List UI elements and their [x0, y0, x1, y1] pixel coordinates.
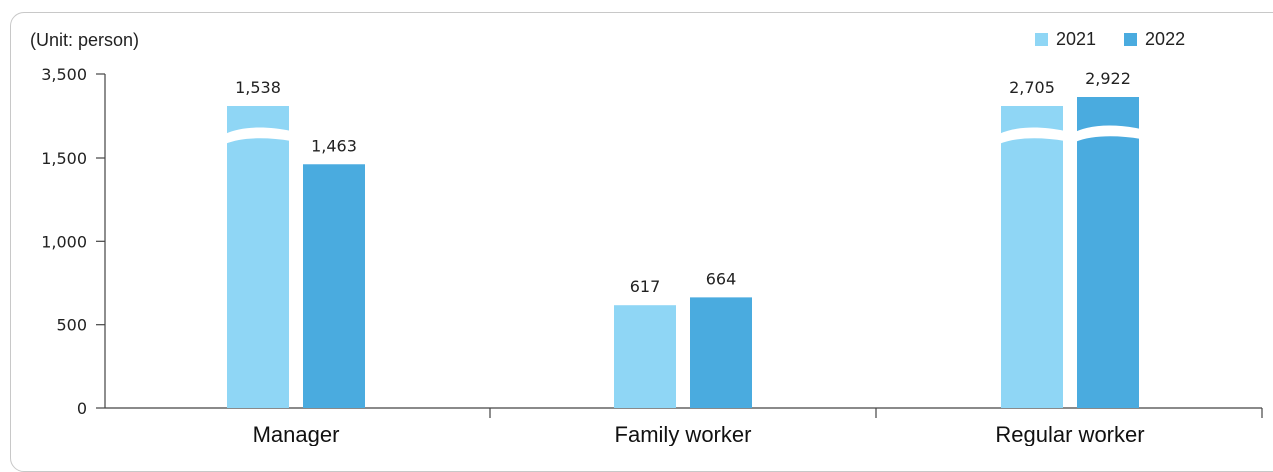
x-category-label: Regular worker — [995, 422, 1144, 446]
bar-manager-2022 — [303, 164, 365, 408]
legend: 2021 2022 — [1035, 29, 1213, 50]
data-label: 664 — [706, 269, 737, 288]
y-tick-label: 1,500 — [41, 149, 87, 168]
x-category-label: Family worker — [615, 422, 752, 446]
unit-label: (Unit: person) — [30, 30, 140, 50]
y-tick-label: 500 — [56, 316, 87, 335]
y-tick-label: 0 — [77, 399, 87, 418]
data-label: 2,705 — [1009, 78, 1055, 97]
data-label: 1,538 — [235, 78, 281, 97]
bar-regular-worker-2021 — [1001, 106, 1063, 408]
y-tick-label: 3,500 — [41, 65, 87, 84]
legend-swatch-2021 — [1035, 33, 1048, 46]
legend-label-2022: 2022 — [1145, 29, 1186, 49]
axis-break-mark — [225, 127, 291, 144]
data-label: 2,922 — [1085, 69, 1131, 88]
y-tick-label: 1,000 — [41, 232, 87, 251]
axis-break-mark — [1075, 125, 1141, 142]
data-label: 617 — [630, 277, 661, 296]
bar-family-worker-2022 — [690, 297, 752, 408]
legend-item-2022: 2022 — [1124, 29, 1185, 50]
bar-chart: 0 500 1,000 1,500 3,500 1,538 1,463 Manager 617 6… — [41, 65, 1263, 446]
x-category-label: Manager — [253, 422, 340, 446]
bar-family-worker-2021 — [614, 305, 676, 408]
axis-break-mark — [999, 127, 1065, 144]
legend-item-2021: 2021 — [1035, 29, 1096, 50]
bar-regular-worker-2022 — [1077, 97, 1139, 408]
bar-manager-2021 — [227, 106, 289, 408]
legend-label-2021: 2021 — [1056, 29, 1097, 49]
data-label: 1,463 — [311, 136, 357, 155]
legend-swatch-2022 — [1124, 33, 1138, 46]
